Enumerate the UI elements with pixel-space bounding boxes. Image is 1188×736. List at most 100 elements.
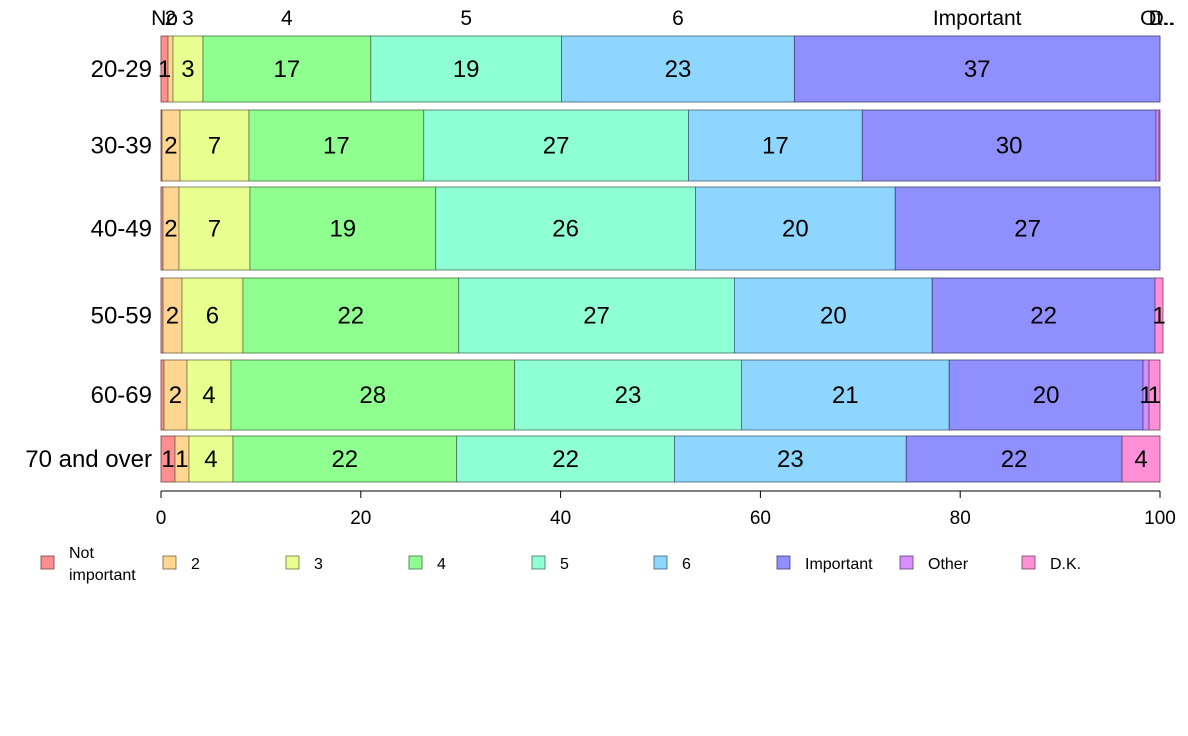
legend-label: D.K. <box>1050 556 1081 573</box>
series-top-label: Ot.. <box>1140 7 1174 30</box>
legend-swatch <box>408 555 423 570</box>
bar-value-label: 2 <box>166 303 179 330</box>
bar-segment <box>370 35 562 103</box>
bar-value-label: 19 <box>453 56 480 83</box>
bar-segment <box>181 277 244 354</box>
bar-value-label: 7 <box>208 216 221 243</box>
bar-segment <box>186 359 232 431</box>
bar-value-label: 28 <box>359 382 386 409</box>
bar-value-label: 20 <box>782 216 809 243</box>
x-tick-label: 80 <box>950 508 971 529</box>
legend-label: Other <box>928 556 969 573</box>
bar-segment <box>179 109 250 182</box>
bar-value-label: 4 <box>202 382 215 409</box>
bar-segment <box>178 186 251 271</box>
category-label: 50-59 <box>91 303 152 330</box>
bar-value-label: 2 <box>164 133 177 160</box>
bar-value-label: 1 <box>161 446 174 473</box>
series-top-label: 3 <box>182 7 194 30</box>
bar-value-label: 27 <box>1014 216 1041 243</box>
bar-value-label: 23 <box>665 56 692 83</box>
bar-value-label: 1 <box>1139 382 1152 409</box>
series-top-label: 6 <box>672 7 684 30</box>
category-label: 40-49 <box>91 216 152 243</box>
bar-value-label: 22 <box>1030 303 1057 330</box>
category-label: 20-29 <box>91 56 152 83</box>
bar-value-label: 19 <box>329 216 356 243</box>
legend-swatch <box>285 555 300 570</box>
bar-value-label: 3 <box>181 56 194 83</box>
bar-segment <box>1121 435 1161 483</box>
bar-value-label: 26 <box>552 216 579 243</box>
bar-segment <box>160 359 165 431</box>
legend-label: important <box>69 567 136 584</box>
bar-segment <box>1155 109 1160 182</box>
bar-segment <box>734 277 933 354</box>
series-top-label: Important <box>933 7 1022 30</box>
series-top-label: 2 <box>165 7 177 30</box>
bar-value-label: 27 <box>543 133 570 160</box>
bars-layer <box>160 35 1164 483</box>
bar-value-label: 4 <box>1134 446 1147 473</box>
legend: Not important 2 3 4 5 6 Important Other D.K. <box>40 545 1081 584</box>
series-top-label: D.. <box>1149 7 1176 30</box>
bar-segment <box>561 35 795 103</box>
series-top-label: 4 <box>281 7 293 30</box>
bar-value-label: 17 <box>323 133 350 160</box>
series-top-label: 5 <box>460 7 472 30</box>
bar-segment <box>423 109 689 182</box>
x-tick-label: 0 <box>156 508 167 529</box>
category-labels-layer: 20-29 30-39 40-49 50-59 60-69 70 and over <box>25 56 152 473</box>
bar-value-label: 1 <box>1152 303 1165 330</box>
bar-value-label: 17 <box>274 56 301 83</box>
x-axis: 0 20 40 60 80 100 <box>156 490 1176 529</box>
legend-label: Important <box>805 556 873 573</box>
x-tick-label: 60 <box>750 508 771 529</box>
bar-segment <box>695 186 896 271</box>
bar-value-label: 22 <box>1001 446 1028 473</box>
bar-value-label: 4 <box>204 446 217 473</box>
bar-value-label: 20 <box>820 303 847 330</box>
bar-value-label: 27 <box>583 303 610 330</box>
bar-segment <box>249 186 437 271</box>
legend-swatch <box>776 555 791 570</box>
bar-segment <box>674 435 907 483</box>
category-label: 70 and over <box>25 446 152 473</box>
category-label: 30-39 <box>91 133 152 160</box>
x-tick-label: 20 <box>350 508 371 529</box>
legend-swatch <box>653 555 668 570</box>
bar-segment <box>1158 109 1161 182</box>
bar-value-label: 1 <box>158 56 171 83</box>
bar-segment <box>242 277 460 354</box>
data-labels-layer: 1 3 17 19 23 372 7 17 27 17 302 7 19 26 20 272 6 22 27 20 22… <box>158 56 1166 473</box>
bar-segment <box>1154 277 1164 354</box>
bar-segment <box>230 359 516 431</box>
bar-segment <box>172 35 204 103</box>
bar-segment <box>948 359 1144 431</box>
bar-segment <box>905 435 1123 483</box>
legend-swatch <box>899 555 914 570</box>
legend-swatch <box>40 555 55 570</box>
bar-value-label: 2 <box>169 382 182 409</box>
bar-value-label: 17 <box>762 133 789 160</box>
bar-value-label: 6 <box>206 303 219 330</box>
bar-segment <box>456 435 675 483</box>
bar-segment <box>894 186 1161 271</box>
bar-segment <box>248 109 425 182</box>
legend-label: 6 <box>682 556 691 573</box>
category-label: 60-69 <box>91 382 152 409</box>
bar-value-label: 22 <box>331 446 358 473</box>
bar-value-label: 7 <box>208 133 221 160</box>
legend-label: 3 <box>314 556 323 573</box>
bar-segment <box>232 435 458 483</box>
bar-segment <box>1148 359 1161 431</box>
bar-segment <box>458 277 735 354</box>
legend-label: 5 <box>560 556 569 573</box>
bar-value-label: 22 <box>337 303 364 330</box>
bar-value-label: 1 <box>1148 382 1161 409</box>
bar-value-label: 2 <box>164 216 177 243</box>
top-series-labels-layer: No2 3 4 5 6 Important Ot..D.. <box>151 7 1175 30</box>
bar-segment <box>793 35 1161 103</box>
bar-value-label: 1 <box>175 446 188 473</box>
